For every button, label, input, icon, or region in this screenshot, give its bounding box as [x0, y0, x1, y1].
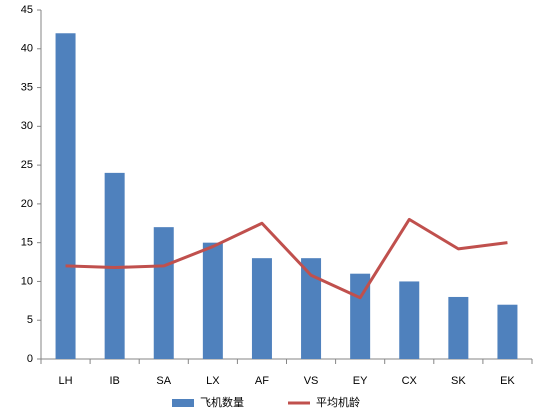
x-tick-label: SK	[451, 375, 466, 387]
y-tick-label: 45	[21, 4, 33, 16]
x-tick-label: CX	[402, 375, 418, 387]
y-tick-label: 5	[27, 314, 33, 326]
legend-label: 平均机龄	[316, 395, 360, 409]
bar	[497, 304, 518, 359]
x-tick-label: IB	[109, 375, 119, 387]
legend-label: 飞机数量	[200, 395, 244, 409]
bar	[301, 258, 322, 359]
y-tick-label: 40	[21, 43, 33, 55]
bar	[202, 242, 223, 359]
x-tick-label: LX	[206, 375, 220, 387]
y-tick-label: 35	[21, 81, 33, 93]
x-tick-label: EK	[500, 375, 515, 387]
x-tick-label: LH	[59, 375, 73, 387]
bar	[55, 33, 76, 360]
y-tick-label: 15	[21, 237, 33, 249]
y-tick-label: 20	[21, 198, 33, 210]
y-tick-label: 0	[27, 353, 33, 365]
y-tick-label: 10	[21, 275, 33, 287]
y-tick-label: 25	[21, 159, 33, 171]
x-tick-label: VS	[304, 375, 319, 387]
x-tick-label: SA	[156, 375, 171, 387]
bar	[104, 172, 125, 359]
legend-swatch	[172, 399, 194, 407]
line	[65, 217, 508, 300]
x-tick-label: EY	[353, 375, 368, 387]
y-tick-label: 30	[21, 120, 33, 132]
bar	[399, 281, 420, 359]
x-tick-label: AF	[255, 375, 269, 387]
bar	[448, 296, 469, 359]
bar	[251, 258, 272, 359]
bar	[153, 227, 174, 359]
